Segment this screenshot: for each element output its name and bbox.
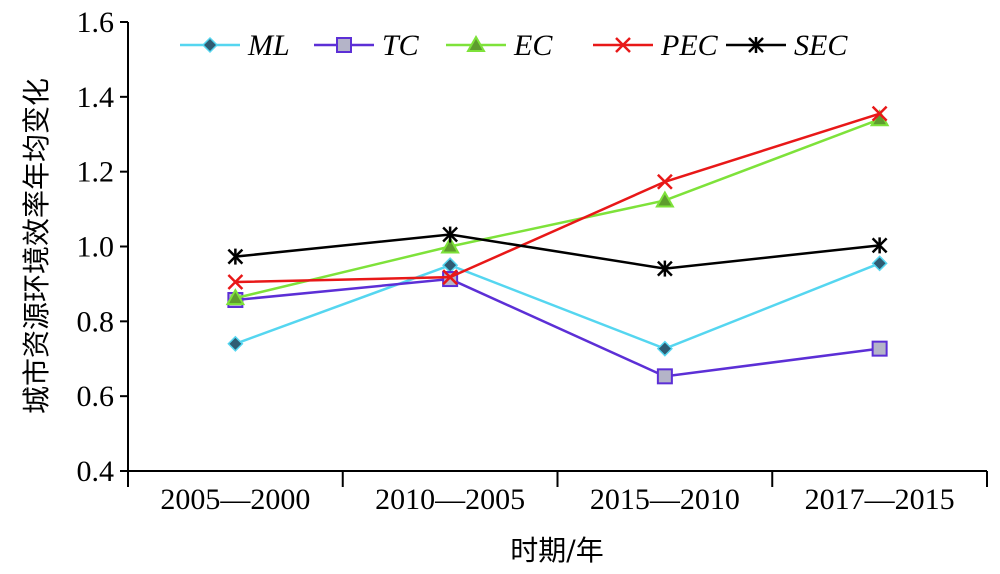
marker-diamond <box>442 257 459 274</box>
series-line-tc <box>235 277 880 378</box>
series-pec <box>227 105 888 290</box>
legend-label: SEC <box>794 29 848 62</box>
marker-x <box>227 274 244 290</box>
series-ec <box>225 109 890 306</box>
series-sec <box>227 226 888 277</box>
marker-diamond <box>201 36 219 54</box>
y-tick-label: 1.4 <box>77 81 115 114</box>
marker-triangle <box>655 190 675 208</box>
legend-entry-tc: TC <box>314 29 420 62</box>
marker-diamond <box>871 255 888 272</box>
x-tick-label: 2017—2015 <box>805 483 955 516</box>
x-tick-label: 2015—2010 <box>590 483 740 516</box>
marker-triangle <box>466 34 486 52</box>
x-axis-title: 时期/年 <box>510 534 603 567</box>
marker-diamond <box>656 340 673 357</box>
legend: ML TC EC PEC SEC <box>180 29 848 62</box>
marker-square <box>656 368 673 385</box>
series-lines <box>225 105 890 385</box>
y-tick-label: 1.0 <box>77 231 115 264</box>
legend-label: TC <box>382 29 420 62</box>
marker-x <box>442 269 459 286</box>
legend-entry-ec: EC <box>446 29 553 62</box>
y-axis-title: 城市资源环境效率年均变化 <box>20 78 53 414</box>
marker-diamond <box>227 335 244 352</box>
y-tick-label: 1.2 <box>77 156 115 189</box>
marker-square <box>871 340 888 357</box>
legend-label: EC <box>513 29 553 62</box>
series-line-pec <box>235 112 881 284</box>
marker-x <box>871 105 888 122</box>
marker-triangle <box>440 236 460 254</box>
marker-x <box>615 37 631 53</box>
y-tick-label: 1.6 <box>77 6 115 39</box>
series-line-ml <box>234 262 881 350</box>
x-tick-label: 2005—2000 <box>160 483 310 516</box>
axes: 0.4 0.6 0.8 1.0 1.2 1.4 1.6 2005—2000 2010—2005 2… <box>77 6 988 516</box>
legend-entry-ml: ML <box>180 29 290 62</box>
series-ml <box>227 255 888 357</box>
marker-triangle <box>225 288 246 306</box>
marker-square <box>336 37 352 53</box>
series-line-ec <box>235 118 881 300</box>
y-tick-label: 0.6 <box>77 380 115 413</box>
legend-label: ML <box>247 29 290 62</box>
x-tick-label: 2010—2005 <box>375 483 525 516</box>
series-line-sec <box>235 233 880 270</box>
legend-entry-pec: PEC <box>593 29 719 62</box>
marker-x <box>656 173 673 190</box>
legend-entry-sec: SEC <box>726 29 848 62</box>
series-tc <box>227 271 888 385</box>
y-tick-label: 0.4 <box>77 455 115 488</box>
y-tick-label: 0.8 <box>77 305 115 338</box>
legend-label: PEC <box>660 29 719 62</box>
